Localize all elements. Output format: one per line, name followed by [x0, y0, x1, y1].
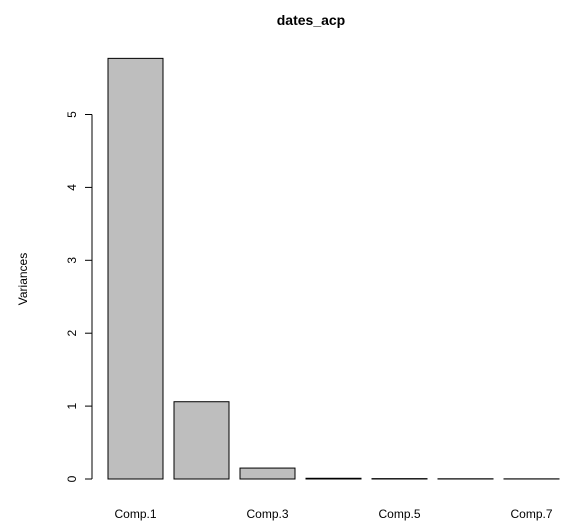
y-tick-label: 2 [65, 330, 79, 337]
x-tick-label: Comp.1 [114, 507, 156, 521]
y-tick-label: 3 [65, 257, 79, 264]
bars [107, 57, 560, 480]
x-tick-label: Comp.5 [378, 507, 420, 521]
bar-comp-2 [173, 401, 230, 480]
y-axis: 0 1 2 3 4 5 [65, 111, 93, 482]
x-tick-label: Comp.7 [510, 507, 552, 521]
x-tick-label: Comp.3 [246, 507, 288, 521]
bar-comp-3 [239, 467, 296, 480]
chart-title: dates_acp [277, 12, 345, 28]
y-tick-label: 0 [65, 475, 79, 482]
bar-comp-1 [107, 57, 164, 480]
y-axis-label: Variances [16, 253, 30, 305]
bar-comp-4 [305, 477, 362, 480]
y-tick-label: 4 [65, 184, 79, 191]
y-tick-label: 1 [65, 402, 79, 409]
y-tick-label: 5 [65, 111, 79, 118]
x-axis-labels: Comp.1 Comp.3 Comp.5 Comp.7 [114, 507, 552, 521]
